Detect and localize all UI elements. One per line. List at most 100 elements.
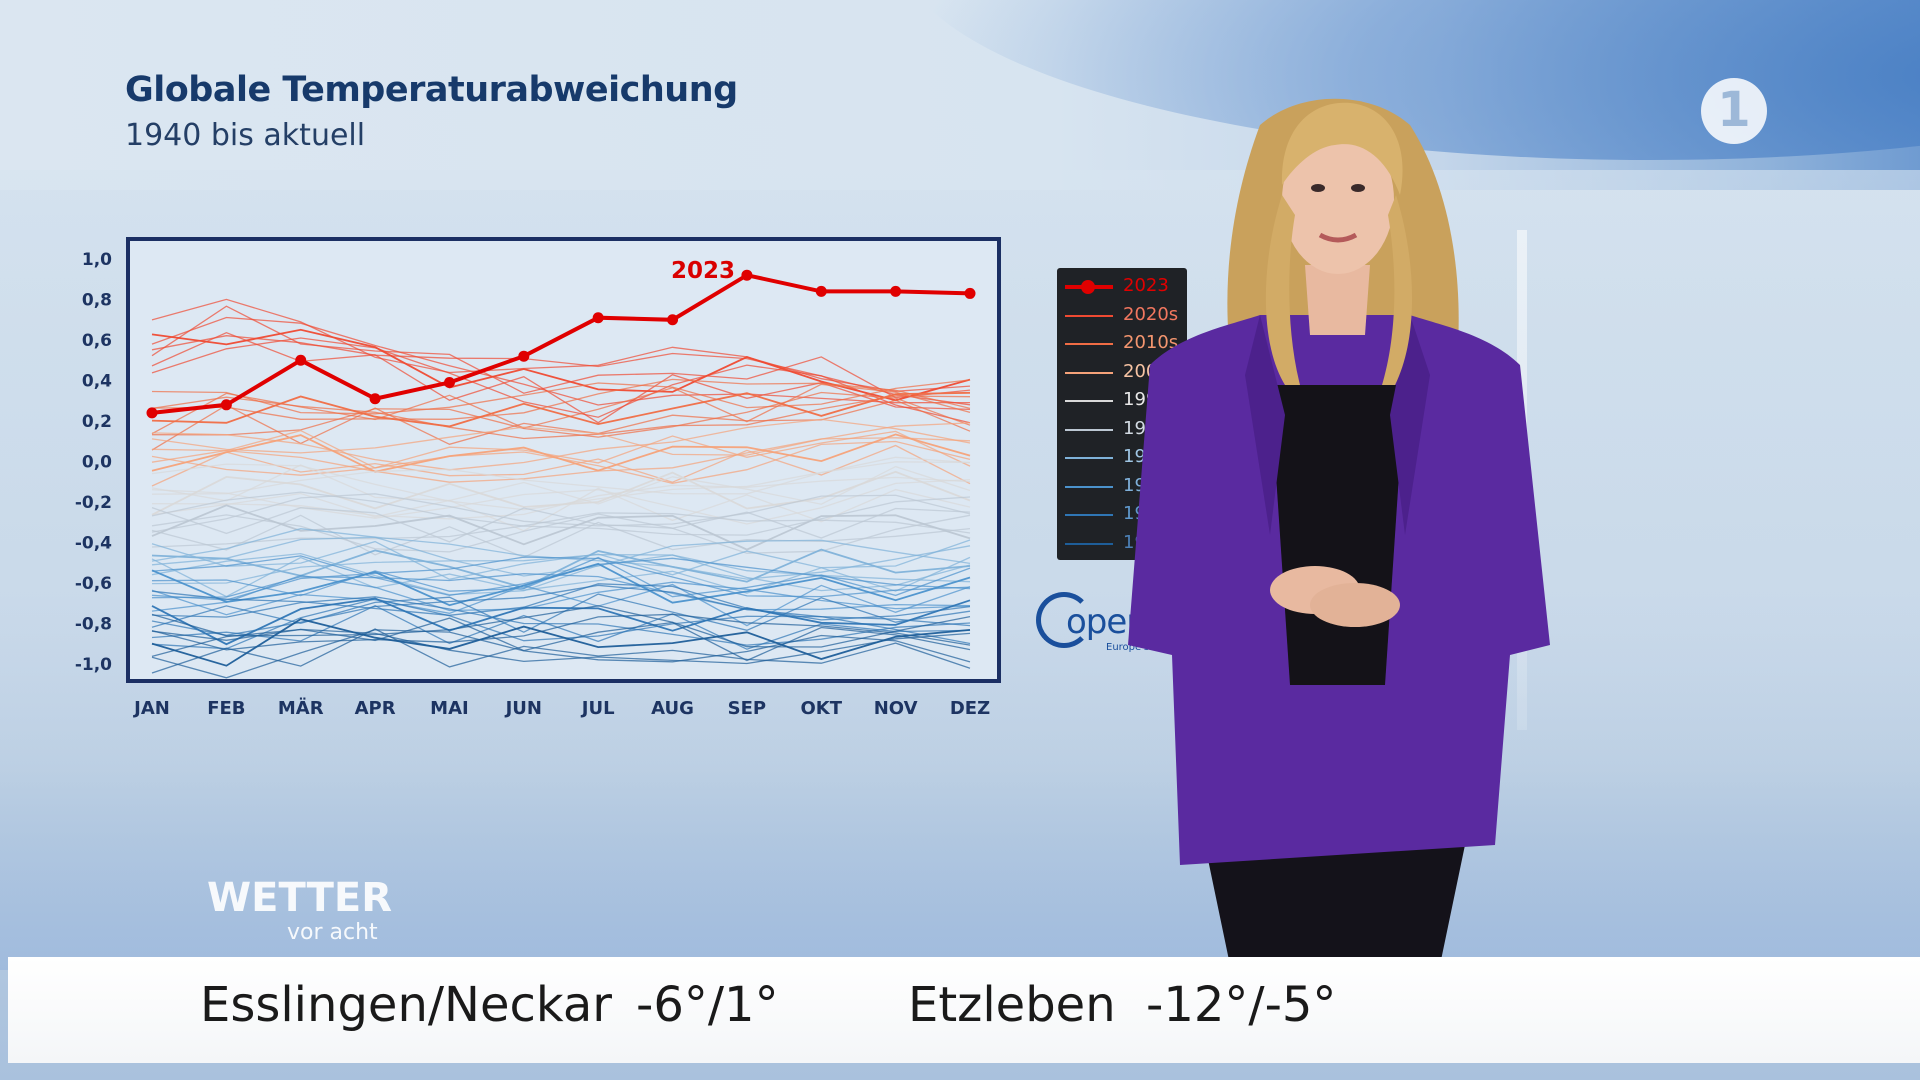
legend-swatch (1065, 343, 1113, 345)
highlight-point (295, 354, 307, 366)
legend-swatch (1065, 371, 1113, 374)
highlight-point (146, 407, 158, 419)
highlight-point (518, 350, 530, 362)
legend-item: 2020s (1057, 301, 1187, 329)
series-line-1940s (151, 617, 971, 662)
legend-swatch (1065, 542, 1113, 545)
series-line-2020s (151, 331, 971, 424)
chart-title: Globale Temperaturabweichung (125, 70, 738, 110)
legend-swatch (1065, 428, 1113, 431)
channel-logo-text: 1 (1717, 82, 1751, 138)
series-line-1940s (151, 628, 971, 674)
series-line-2010s (151, 391, 971, 428)
series-line-1980s (151, 493, 971, 533)
series-line-2000s (151, 418, 971, 471)
series-line-1950s (151, 583, 971, 621)
series-line-1970s (151, 528, 971, 577)
x-tick-label: JUL (580, 698, 615, 719)
legend-item: 2023 (1057, 272, 1187, 300)
series-line-2020s (151, 316, 971, 406)
series-line-1950s (151, 584, 971, 636)
x-tick-label: JUN (504, 698, 542, 719)
series-line-2010s (151, 378, 971, 420)
series-line-1970s (151, 539, 971, 580)
x-tick-label: SEP (728, 698, 766, 719)
x-tick-label: DEZ (950, 698, 990, 719)
highlight-point (667, 314, 679, 326)
series-line-2020s (151, 305, 971, 399)
series-line-1940s (151, 629, 971, 679)
ticker-city-2: Etzleben (908, 977, 1116, 1033)
series-line-1980s (151, 514, 971, 559)
ticker-temp-2: -12°/-5° (1146, 977, 1337, 1033)
x-tick-label: JAN (132, 698, 170, 719)
y-tick-label: 0,4 (82, 372, 112, 392)
x-tick-label: NOV (874, 698, 918, 719)
series-line-2010s (151, 383, 971, 435)
x-tick-label: FEB (207, 698, 245, 719)
show-logo: WETTER vor acht (207, 875, 393, 945)
highlight-point (815, 285, 827, 297)
series-line-1960s (151, 556, 971, 598)
series-line-1940s (151, 618, 971, 667)
series-line-1940s (151, 605, 971, 648)
series-line-1950s (151, 604, 971, 650)
series-line-1970s (151, 548, 971, 589)
series-line-2000s (151, 422, 971, 456)
highlight-point (741, 269, 753, 281)
series-line-2020s (151, 298, 971, 392)
highlight-series-line (151, 273, 971, 415)
series-line-2010s (151, 379, 971, 415)
x-tick-label: MAI (430, 698, 469, 719)
y-tick-label: -0,8 (75, 615, 112, 635)
series-line-1950s (151, 597, 971, 646)
legend-swatch (1065, 400, 1113, 402)
legend-swatch (1065, 314, 1113, 317)
series-line-1990s (151, 464, 971, 505)
y-tick-label: -0,2 (75, 493, 112, 513)
copernicus-c-mark (1036, 592, 1092, 648)
series-line-2010s (151, 391, 971, 438)
legend-label: 2020s (1123, 303, 1179, 325)
y-tick-label: 0,0 (82, 453, 112, 473)
series-line-1960s (151, 556, 971, 601)
series-line-1980s (151, 491, 971, 536)
y-tick-label: -0,4 (75, 534, 112, 554)
series-line-1980s (151, 513, 971, 554)
y-tick-label: 0,8 (82, 291, 112, 311)
floor-glow (0, 770, 1920, 970)
y-tick-label: 0,2 (82, 412, 112, 432)
legend-swatch (1065, 514, 1113, 516)
highlight-point (220, 399, 232, 411)
y-tick-label: 0,6 (82, 331, 112, 351)
x-tick-label: AUG (651, 698, 694, 719)
series-line-2020s (151, 335, 971, 406)
series-line-1950s (151, 593, 971, 633)
legend-label: 2023 (1123, 275, 1169, 296)
legend-item: 2010s (1057, 329, 1187, 357)
highlight-point (890, 285, 902, 297)
x-tick-label: APR (355, 698, 396, 719)
highlight-point (443, 377, 455, 389)
ticker-city-1: Esslingen/Neckar (200, 977, 612, 1033)
show-logo-title: WETTER (207, 875, 393, 921)
legend-swatch (1065, 457, 1113, 459)
series-line-1960s (151, 555, 971, 597)
series-line-1940s (151, 613, 971, 651)
x-tick-label: OKT (801, 698, 843, 719)
series-line-1980s (151, 506, 971, 543)
channel-logo: 1 (1701, 78, 1767, 144)
highlight-point (592, 312, 604, 324)
legend-swatch (1065, 485, 1113, 488)
y-tick-label: -1,0 (75, 655, 112, 675)
presenter (1128, 98, 1550, 965)
legend-marker (1081, 280, 1095, 294)
y-tick-label: 1,0 (82, 250, 112, 270)
show-logo-subtitle: vor acht (287, 920, 378, 945)
weather-ticker: Esslingen/Neckar -6°/1° Etzleben -12°/-5… (8, 957, 1920, 1063)
x-tick-label: MÄR (278, 697, 324, 719)
series-line-1980s (151, 512, 971, 548)
highlight-point (369, 393, 381, 405)
ticker-temp-1: -6°/1° (636, 977, 779, 1033)
